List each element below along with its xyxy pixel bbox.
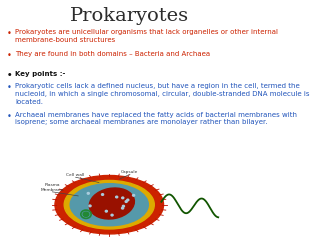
Text: Key points :-: Key points :- [15, 71, 65, 77]
Ellipse shape [87, 192, 89, 194]
Ellipse shape [111, 214, 113, 216]
Ellipse shape [55, 175, 164, 234]
Text: •: • [7, 83, 12, 92]
Ellipse shape [122, 205, 124, 207]
Ellipse shape [125, 201, 127, 202]
Ellipse shape [89, 205, 91, 207]
Text: •: • [7, 71, 13, 80]
Ellipse shape [64, 180, 154, 229]
Text: •: • [7, 29, 12, 38]
Ellipse shape [83, 212, 89, 216]
Ellipse shape [105, 210, 108, 212]
Text: •: • [7, 51, 12, 60]
Ellipse shape [116, 196, 118, 198]
Ellipse shape [89, 188, 134, 219]
Text: Archaeal membranes have replaced the fatty acids of bacterial membranes with
iso: Archaeal membranes have replaced the fat… [15, 112, 297, 125]
Text: Capsule: Capsule [121, 170, 139, 174]
Text: They are found in both domains – Bacteria and Archaea: They are found in both domains – Bacteri… [15, 51, 210, 57]
Text: Prokaryotic cells lack a defined nucleus, but have a region in the cell, termed : Prokaryotic cells lack a defined nucleus… [15, 83, 309, 104]
Ellipse shape [122, 197, 124, 199]
Ellipse shape [101, 194, 104, 195]
Text: •: • [7, 112, 12, 121]
Ellipse shape [127, 199, 129, 201]
Ellipse shape [132, 194, 135, 196]
Ellipse shape [70, 184, 148, 226]
Ellipse shape [122, 207, 124, 209]
Text: Plasma
Membrane: Plasma Membrane [41, 183, 64, 192]
Text: Prokaryotes are unicellular organisms that lack organelles or other internal
mem: Prokaryotes are unicellular organisms th… [15, 29, 278, 43]
Text: Prokaryotes: Prokaryotes [70, 7, 189, 25]
Text: Cell wall: Cell wall [67, 173, 85, 177]
